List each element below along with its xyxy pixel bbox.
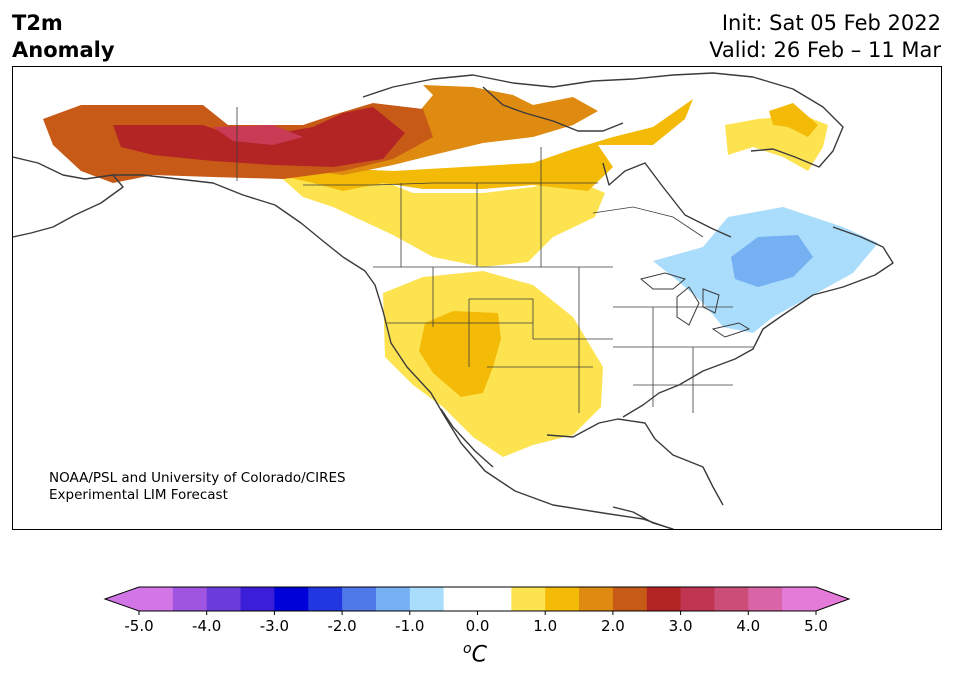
colorbar-tick-label: -5.0: [124, 617, 153, 635]
anomaly-1-5c-east: [769, 103, 818, 137]
colorbar-swatch: [477, 587, 512, 611]
great-lakes: [639, 272, 751, 338]
colorbar-swatch: [274, 587, 309, 611]
warm-anomaly-north: [43, 85, 828, 267]
colorbar-tick-label: 3.0: [669, 617, 693, 635]
colorbar-swatch: [206, 587, 242, 611]
map-panel: [12, 66, 942, 530]
title-line-1: T2m: [12, 11, 63, 35]
colorbar-tick-label: -3.0: [260, 617, 289, 635]
credit-line-2: Experimental LIM Forecast: [49, 487, 228, 503]
colorbar-swatch: [748, 587, 783, 611]
colorbar-over-arrow: [816, 587, 849, 611]
unit-label: C: [471, 642, 487, 668]
colorbar-tick-label: 2.0: [601, 617, 625, 635]
colorbar-swatch: [172, 587, 208, 611]
colorbar-swatch: [646, 587, 682, 611]
anomaly-1-5c-sw: [419, 311, 501, 397]
colorbar-swatch: [545, 587, 580, 611]
colorbar-tick-label: -4.0: [192, 617, 221, 635]
unit-degree: o: [463, 641, 472, 657]
anomaly-3-5c: [213, 125, 303, 145]
colorbar-tick-label: 0.0: [466, 617, 490, 635]
warm-anomaly-southwest: [383, 271, 603, 457]
colorbar-swatch: [612, 587, 648, 611]
colorbar-swatch: [579, 587, 614, 611]
borders: [236, 107, 753, 413]
colorbar-svg: -5.0 -4.0 -3.0 -2.0 -1.0 0.0 1.0 2.0 3.0 4.0 5.0: [103, 586, 851, 635]
init-date: Init: Sat 05 Feb 2022: [721, 11, 941, 35]
coastlines: [13, 72, 894, 529]
anomaly-neg1-5c: [731, 235, 813, 287]
colorbar-tick-label: -1.0: [395, 617, 424, 635]
colorbar-swatch: [443, 587, 478, 611]
forecast-dates: Init: Sat 05 Feb 2022 Valid: 26 Feb – 11…: [709, 10, 941, 64]
colorbar-swatch: [714, 587, 749, 611]
colorbar: -5.0 -4.0 -3.0 -2.0 -1.0 0.0 1.0 2.0 3.0 4.0 5.0: [0, 580, 953, 680]
valid-range: Valid: 26 Feb – 11 Mar: [709, 38, 941, 62]
map-title: T2m Anomaly: [12, 10, 115, 64]
colorbar-swatch: [680, 587, 715, 611]
anomaly-map: [13, 72, 894, 529]
colorbar-swatch: [782, 587, 817, 611]
colorbar-tick-label: 5.0: [804, 617, 828, 635]
colorbar-unit: oC: [463, 641, 487, 667]
anomaly-1-5c: [243, 99, 693, 191]
colorbar-swatch: [308, 587, 343, 611]
colorbar-swatch: [240, 587, 275, 611]
anomaly-1c: [278, 163, 605, 267]
colorbar-tick-label: -2.0: [327, 617, 356, 635]
colorbar-swatch: [409, 587, 445, 611]
data-credit: NOAA/PSL and University of Colorado/CIRE…: [49, 470, 346, 504]
cool-anomaly-northeast: [653, 207, 878, 333]
colorbar-swatch: [375, 587, 411, 611]
credit-line-1: NOAA/PSL and University of Colorado/CIRE…: [49, 470, 346, 486]
title-line-2: Anomaly: [12, 38, 115, 62]
colorbar-swatch: [342, 587, 377, 611]
colorbar-under-arrow: [105, 587, 139, 611]
colorbar-swatch: [139, 587, 174, 611]
colorbar-tick-label: 4.0: [736, 617, 760, 635]
colorbar-tick-label: 1.0: [533, 617, 557, 635]
colorbar-swatch: [511, 587, 546, 611]
